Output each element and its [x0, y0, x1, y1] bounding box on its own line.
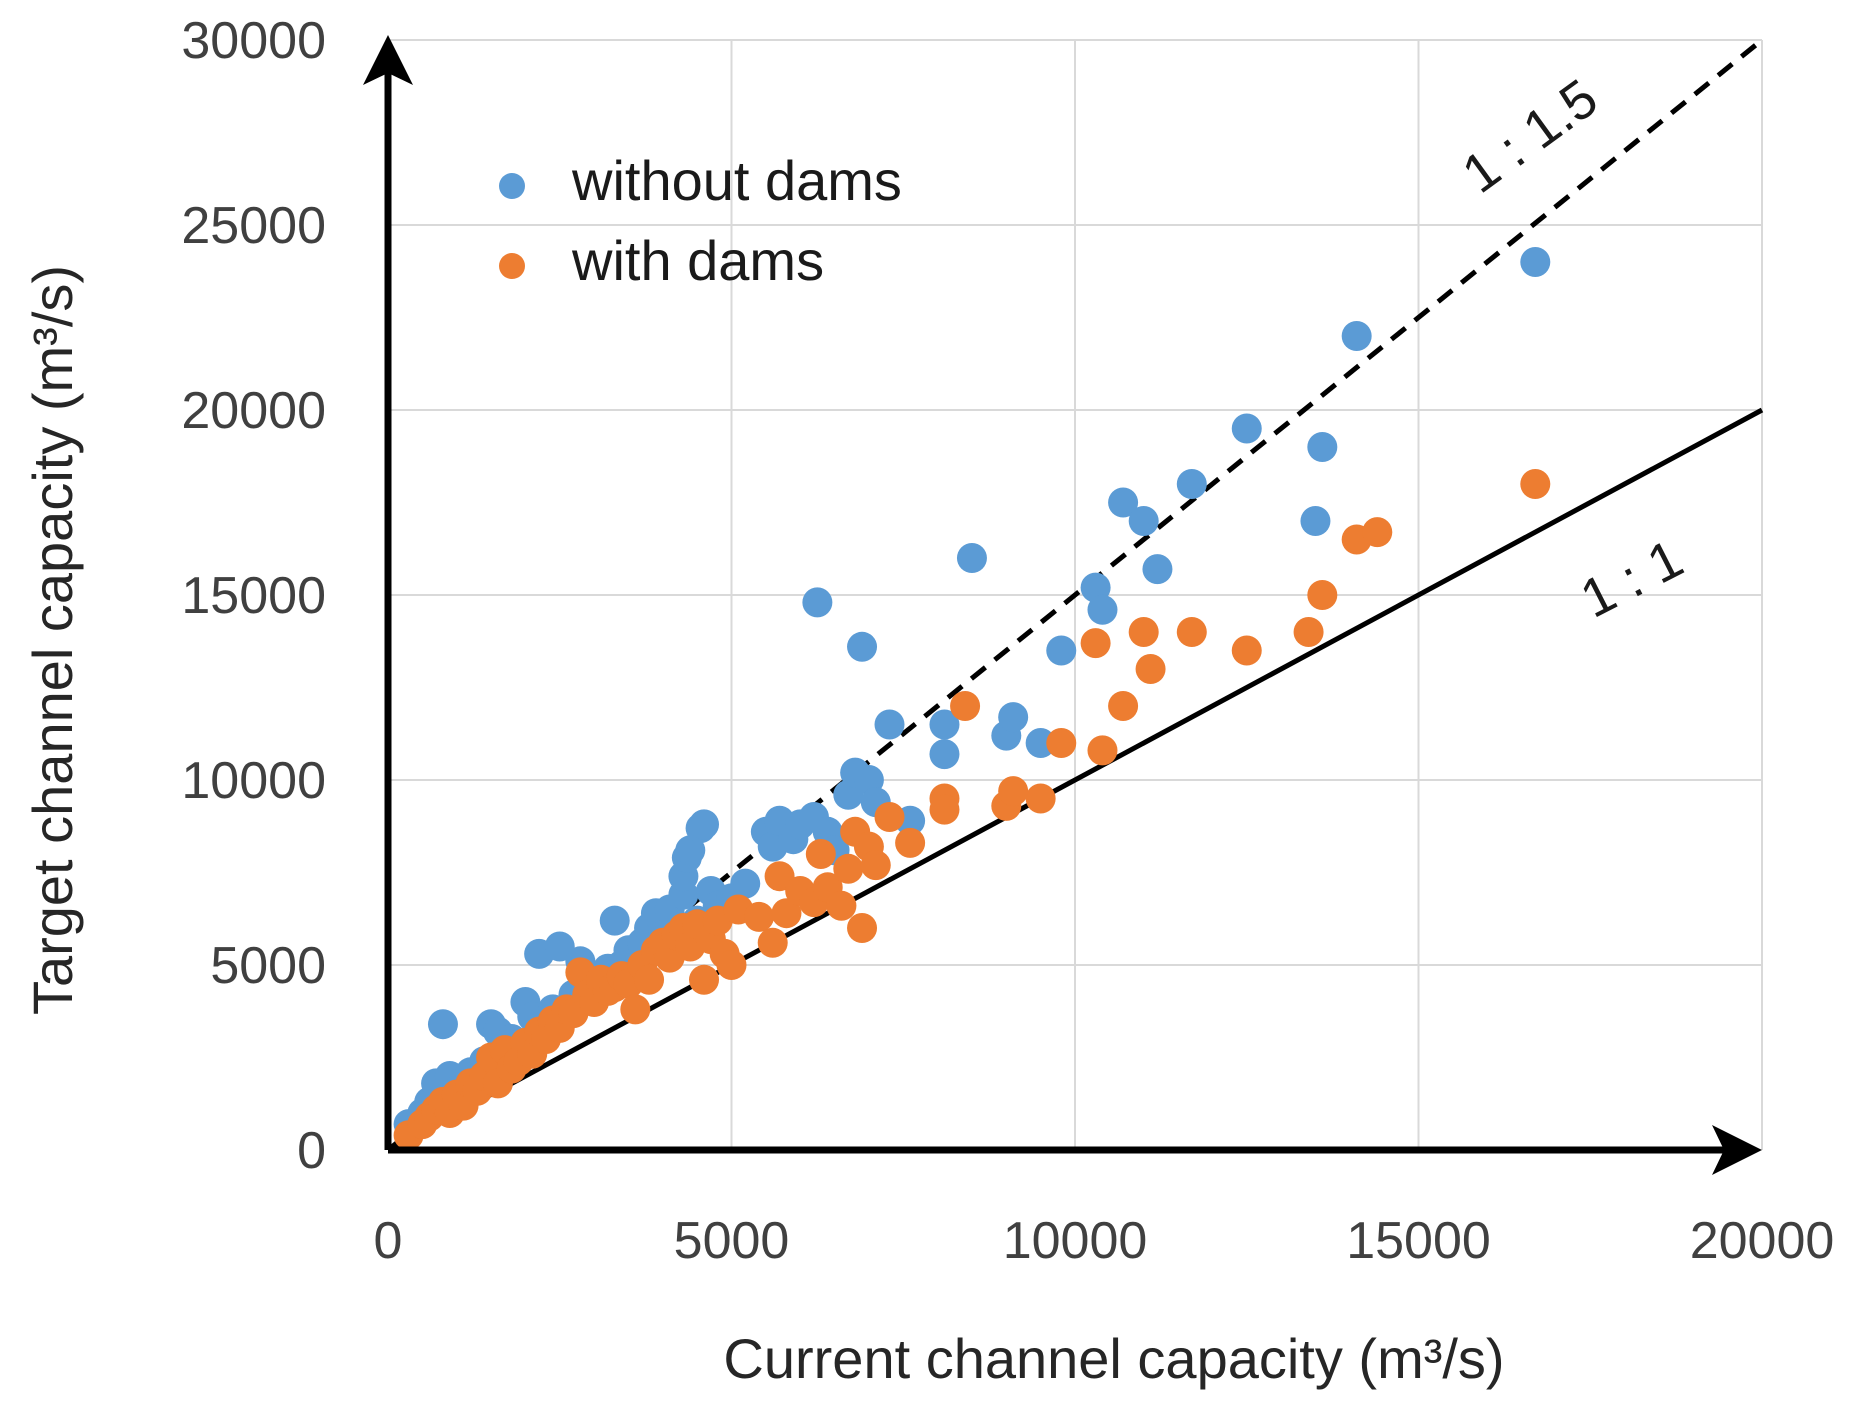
point-without-dams-71	[1300, 506, 1331, 536]
y-tick-label-3: 15000	[181, 567, 326, 625]
point-with-dams-73	[1108, 691, 1139, 721]
point-without-dams-47	[802, 587, 833, 618]
point-without-dams-59	[956, 543, 987, 573]
point-with-dams-70	[1046, 728, 1077, 758]
point-with-dams-78	[1293, 617, 1324, 647]
point-with-dams-69	[1025, 783, 1056, 814]
reference-line-solid	[386, 407, 1764, 1153]
y-tick-label-4: 20000	[181, 382, 326, 440]
point-without-dams-22	[599, 905, 630, 936]
legend: without dams with dams	[499, 149, 902, 292]
point-with-dams-57	[833, 853, 864, 884]
x-tick-label-0: 0	[374, 1212, 403, 1270]
point-with-dams-34	[634, 964, 665, 995]
point-with-dams-79	[1307, 580, 1338, 610]
point-without-dams-66	[1108, 487, 1139, 518]
point-with-dams-77	[1231, 635, 1262, 666]
point-with-dams-82	[1520, 469, 1551, 499]
point-with-dams-61	[860, 850, 891, 881]
point-with-dams-62	[874, 802, 905, 832]
point-with-dams-46	[716, 950, 747, 980]
point-with-dams-48	[743, 901, 774, 932]
point-without-dams-55	[874, 709, 905, 740]
point-with-dams-59	[847, 913, 878, 943]
legend-marker-with-dams	[499, 253, 525, 279]
point-with-dams-63	[895, 827, 926, 858]
point-with-dams-71	[1080, 628, 1111, 659]
point-with-dams-74	[1128, 617, 1159, 647]
point-with-dams-81	[1362, 517, 1393, 548]
data-points	[393, 247, 1551, 1151]
point-without-dams-72	[1307, 432, 1338, 462]
point-with-dams-65	[929, 794, 960, 825]
point-without-dams-62	[1025, 728, 1056, 758]
point-without-dams-63	[1046, 635, 1077, 666]
point-with-dams-68	[998, 776, 1029, 807]
point-with-dams-51	[771, 898, 802, 929]
point-with-dams-49	[757, 927, 788, 958]
point-with-dams-76	[1176, 617, 1207, 647]
point-with-dams-50	[764, 861, 795, 892]
point-without-dams-57	[929, 709, 960, 740]
point-with-dams-42	[689, 964, 720, 995]
point-without-dams-74	[1520, 247, 1551, 277]
point-without-dams-69	[1176, 469, 1207, 499]
point-without-dams-58	[929, 739, 960, 770]
point-with-dams-66	[950, 691, 981, 721]
reference-line-dashed	[386, 38, 1764, 1152]
x-axis-title: Current channel capacity (m³/s)	[723, 1327, 1504, 1390]
y-axis-arrow-icon	[363, 35, 413, 85]
point-without-dams-65	[1087, 594, 1118, 625]
x-tick-label-4: 20000	[1690, 1212, 1835, 1270]
y-tick-label-6: 30000	[181, 12, 326, 70]
y-tick-label-2: 10000	[181, 752, 326, 810]
point-without-dams-36	[689, 809, 720, 840]
y-axis-title: Target channel capacity (m³/s)	[21, 265, 84, 1015]
point-with-dams-72	[1087, 735, 1118, 766]
y-tick-label-1: 5000	[210, 937, 326, 995]
legend-label-with-dams: with dams	[571, 229, 824, 292]
point-with-dams-54	[805, 839, 836, 869]
ref-label-1-1: 1 : 1	[1571, 528, 1692, 629]
point-with-dams-56	[826, 890, 857, 921]
point-without-dams-67	[1128, 506, 1159, 536]
y-tick-label-5: 25000	[181, 197, 326, 255]
point-without-dams-4	[427, 1009, 458, 1040]
point-without-dams-73	[1341, 321, 1372, 351]
x-tick-label-3: 15000	[1346, 1212, 1491, 1270]
series-with-dams	[393, 469, 1551, 1151]
legend-marker-without-dams	[499, 173, 525, 199]
tick-labels: 0 5000 10000 15000 20000 0 5000 10000 15000 20000…	[181, 12, 1834, 1270]
point-without-dams-40	[730, 868, 761, 899]
y-tick-label-0: 0	[297, 1122, 326, 1180]
point-without-dams-68	[1142, 554, 1173, 585]
x-tick-label-1: 5000	[674, 1212, 790, 1270]
point-without-dams-52	[847, 631, 878, 662]
x-tick-label-2: 10000	[1003, 1212, 1148, 1270]
point-with-dams-32	[620, 994, 651, 1025]
point-with-dams-75	[1135, 654, 1166, 684]
point-without-dams-70	[1231, 413, 1262, 444]
legend-label-without-dams: without dams	[571, 149, 902, 212]
point-without-dams-17	[544, 931, 575, 962]
axes	[363, 35, 1762, 1175]
reference-lines	[386, 38, 1764, 1153]
point-without-dams-61	[998, 702, 1029, 733]
x-axis-arrow-icon	[1712, 1125, 1762, 1175]
